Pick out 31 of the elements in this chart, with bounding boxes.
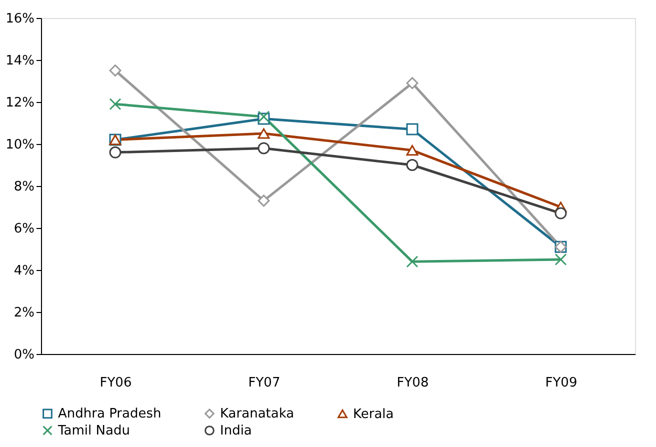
x-tick-label: FY08: [396, 376, 429, 390]
x-tick-label: FY07: [248, 376, 280, 390]
y-tick-label: 14%: [6, 54, 34, 68]
x-tick-label: FY06: [100, 376, 132, 390]
y-tick-label: 10%: [6, 138, 34, 152]
legend-label: Karanataka: [220, 406, 294, 422]
y-tick-label: 4%: [14, 264, 34, 278]
y-tick-label: 16%: [6, 12, 34, 26]
point: [258, 142, 270, 154]
point: [406, 159, 418, 171]
legend-label: Tamil Nadu: [57, 424, 130, 438]
legend-label: India: [220, 424, 252, 438]
legend-label: Andhra Pradesh: [58, 406, 162, 422]
y-tick-label: 2%: [14, 306, 34, 320]
point: [258, 128, 270, 139]
y-tick-label: 12%: [6, 96, 34, 110]
point: [109, 146, 122, 158]
point: [406, 256, 418, 268]
point: [109, 98, 122, 110]
y-tick-label: 8%: [14, 180, 34, 194]
point: [406, 145, 418, 156]
y-tick-label: 6%: [14, 222, 34, 236]
point: [554, 207, 567, 220]
x-tick-label: FY09: [545, 376, 578, 390]
y-tick-label: 0%: [14, 348, 34, 362]
point: [406, 77, 418, 90]
point: [109, 64, 122, 76]
point: [258, 194, 270, 207]
point: [554, 254, 567, 266]
legend-label: Kerala: [353, 406, 394, 422]
point: [406, 123, 418, 136]
